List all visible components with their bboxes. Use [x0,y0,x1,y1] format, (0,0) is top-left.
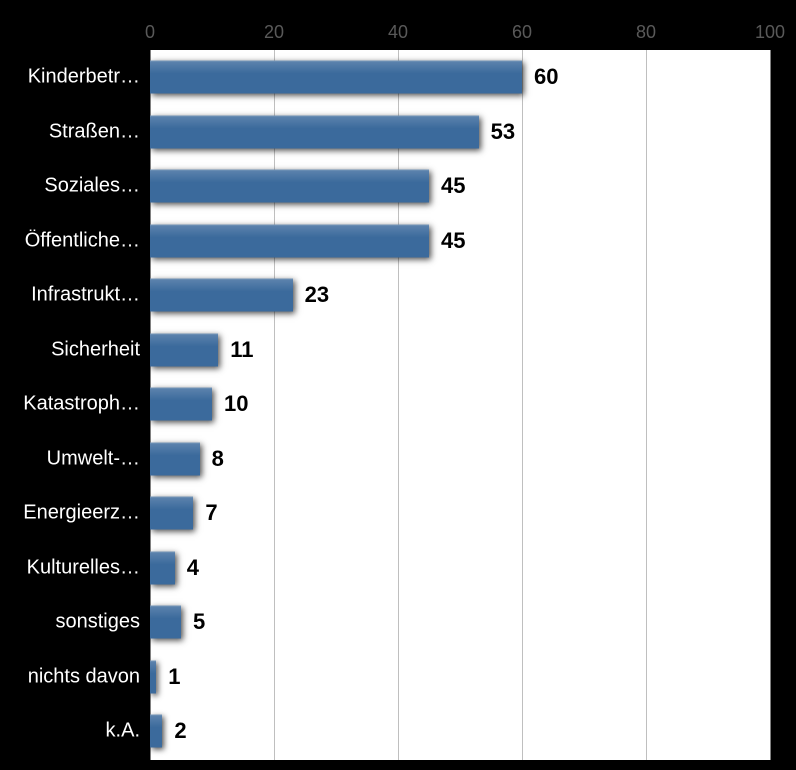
value-label: 2 [174,718,186,744]
category-label: sonstiges [0,611,140,634]
gridline [522,50,523,760]
category-label: Soziales… [0,175,140,198]
bar [150,442,200,475]
value-label: 10 [224,391,248,417]
value-label: 23 [305,282,329,308]
bar [150,61,522,94]
value-label: 5 [193,609,205,635]
bar [150,333,218,366]
value-label: 8 [212,446,224,472]
category-label: Sicherheit [0,338,140,361]
bar [150,170,429,203]
category-label: Energieerz… [0,502,140,525]
value-label: 1 [168,664,180,690]
category-label: Infrastrukt… [0,284,140,307]
value-label: 60 [534,64,558,90]
bar [150,115,479,148]
x-tick-label: 20 [264,22,284,43]
category-label: Katastroph… [0,393,140,416]
gridline [398,50,399,760]
gridline [646,50,647,760]
value-label: 45 [441,228,465,254]
category-label: Öffentliche… [0,229,140,252]
x-tick-label: 0 [145,22,155,43]
bar [150,388,212,421]
x-tick-label: 60 [512,22,532,43]
gridline [274,50,275,760]
x-tick-label: 80 [636,22,656,43]
value-label: 53 [491,119,515,145]
category-label: Umwelt-… [0,447,140,470]
value-label: 7 [205,500,217,526]
bar [150,606,181,639]
bar [150,660,156,693]
x-tick-label: 100 [755,22,785,43]
bar [150,279,293,312]
chart-stage: 0 20 40 60 80 100 Kinderbetr… Straßen… Soziales… [0,0,796,770]
bar [150,224,429,257]
x-tick-label: 40 [388,22,408,43]
bar [150,497,193,530]
bar [150,715,162,748]
category-label: Straßen… [0,120,140,143]
category-label: k.A. [0,720,140,743]
value-label: 45 [441,173,465,199]
bar [150,551,175,584]
value-label: 11 [230,337,253,363]
category-label: Kinderbetr… [0,66,140,89]
gridline [770,50,771,760]
category-label: Kulturelles… [0,556,140,579]
value-label: 4 [187,555,199,581]
category-label: nichts davon [0,665,140,688]
